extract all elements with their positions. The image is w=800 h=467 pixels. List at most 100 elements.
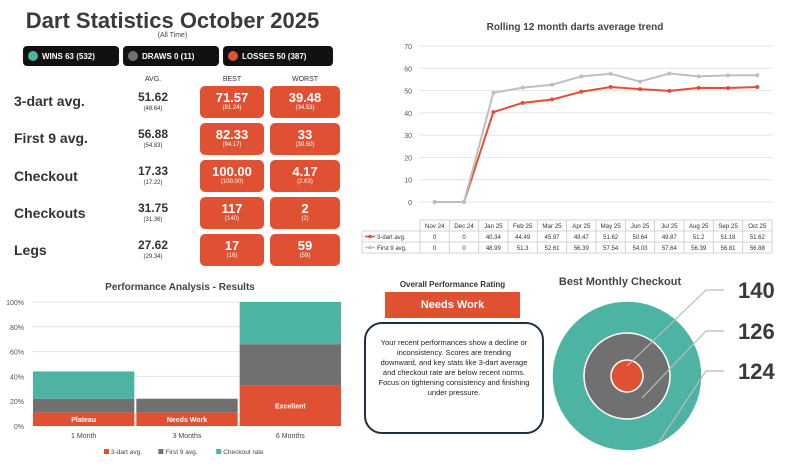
data-label: 51.18 bbox=[720, 235, 736, 241]
target-ring-124 bbox=[610, 359, 644, 393]
worst-value: 39.48 bbox=[288, 90, 322, 105]
col-worst-header: WORST bbox=[291, 76, 319, 83]
y-tick-label: 20 bbox=[404, 155, 412, 162]
data-point bbox=[755, 73, 760, 78]
avg-checkouts: 31.75 bbox=[137, 201, 169, 215]
y-tick-label: 0% bbox=[14, 424, 24, 431]
worst-sub: (2) bbox=[301, 216, 309, 222]
losses-label: LOSSES 50 (387) bbox=[242, 51, 307, 61]
x-category-label: Apr 25 bbox=[572, 223, 591, 230]
bar-segment bbox=[136, 398, 238, 413]
data-point bbox=[608, 71, 613, 76]
best-tile-3dart: 71.57 (81.24) bbox=[200, 86, 264, 118]
y-tick-label: 0 bbox=[408, 200, 412, 207]
checkout-value: 124 bbox=[738, 359, 775, 384]
avg-3dart: 51.62 bbox=[137, 90, 169, 104]
legend-swatch bbox=[104, 449, 109, 454]
bar-segment bbox=[33, 398, 135, 413]
data-point bbox=[667, 71, 672, 76]
bar-segment bbox=[136, 412, 238, 426]
y-tick-label: 80% bbox=[10, 325, 24, 332]
col-avg-header: AVG. bbox=[144, 76, 162, 83]
worst-tile-checkouts: 2 (2) bbox=[270, 197, 340, 229]
avg-sub-checkout: (17.22) bbox=[143, 180, 163, 186]
x-category-label: Aug 25 bbox=[689, 223, 709, 230]
y-tick-label: 20% bbox=[10, 399, 24, 406]
bar-label: Needs Work bbox=[167, 417, 207, 424]
y-tick-label: 60% bbox=[10, 350, 24, 357]
worst-sub: (34.53) bbox=[295, 105, 315, 111]
bar-label: Excellent bbox=[275, 404, 306, 411]
checkout-value: 140 bbox=[738, 278, 775, 303]
avg-sub-checkouts: (31.36) bbox=[143, 217, 163, 223]
x-category-label: Feb 25 bbox=[513, 223, 533, 230]
data-point bbox=[726, 73, 730, 78]
best-sub: (94.17) bbox=[222, 142, 242, 148]
data-label: 48.99 bbox=[486, 246, 502, 252]
y-tick-label: 40 bbox=[404, 111, 412, 118]
data-label: 54.03 bbox=[632, 246, 648, 252]
data-label: 51.2 bbox=[693, 235, 705, 241]
bar-segment bbox=[239, 302, 341, 345]
bar-segment bbox=[239, 385, 341, 426]
best-value: 82.33 bbox=[215, 127, 249, 142]
x-category-label: Dec 24 bbox=[454, 223, 474, 230]
best-tile-legs: 17 (16) bbox=[200, 234, 264, 266]
checkout-target-chart: 140 126 124 bbox=[551, 278, 775, 452]
data-label: 0 bbox=[433, 235, 437, 241]
rating-label: Overall Performance Rating bbox=[399, 280, 506, 289]
data-label: 57.54 bbox=[603, 246, 619, 252]
data-label: 0 bbox=[462, 246, 466, 252]
col-best-header: BEST bbox=[222, 76, 242, 83]
line-chart-title: Rolling 12 month darts average trend bbox=[486, 22, 664, 33]
y-tick-label: 30 bbox=[404, 133, 412, 140]
data-point bbox=[579, 89, 584, 94]
best-tile-checkout: 100.00 (100.00) bbox=[200, 160, 264, 192]
wins-badge: WINS 63 (532) bbox=[23, 46, 119, 66]
losses-badge: LOSSES 50 (387) bbox=[223, 46, 333, 66]
legend-swatch bbox=[158, 449, 164, 454]
data-label: 49.87 bbox=[662, 235, 678, 241]
wins-dot-icon bbox=[28, 51, 38, 61]
x-category-label: Jun 25 bbox=[631, 223, 650, 230]
checkout-value: 126 bbox=[738, 319, 775, 344]
avg-sub-legs: (29.34) bbox=[143, 254, 163, 260]
leader-line bbox=[658, 370, 724, 443]
y-tick-label: 50 bbox=[404, 89, 412, 96]
data-point bbox=[520, 85, 525, 90]
data-point bbox=[638, 87, 642, 92]
data-point bbox=[491, 90, 496, 95]
rating-description: Your recent performances show a decline … bbox=[364, 322, 544, 434]
bar-label: Plateau bbox=[71, 417, 96, 424]
data-point bbox=[579, 74, 584, 79]
best-tile-first9: 82.33 (94.17) bbox=[200, 123, 264, 155]
worst-sub: (59) bbox=[299, 253, 311, 259]
leader-line bbox=[641, 330, 724, 399]
line-chart: 0 10 20 30 40 50 60 70 Nov 24 Dec 24 Jan 25 Feb 25 M… bbox=[361, 44, 773, 254]
data-point bbox=[550, 82, 554, 87]
data-point bbox=[638, 79, 642, 84]
best-sub: (100.00) bbox=[220, 179, 244, 185]
bar-chart: 0% 20% 40% 60% 80% 100% Plateau 1 Month Needs Wo… bbox=[6, 300, 342, 456]
data-label: 57.64 bbox=[662, 246, 678, 252]
data-label: 51.3 bbox=[517, 246, 529, 252]
x-category-label: Mar 25 bbox=[542, 223, 562, 230]
worst-sub: (2.63) bbox=[297, 179, 313, 185]
y-tick-label: 10 bbox=[404, 178, 412, 185]
bar-chart-title: Performance Analysis - Results bbox=[105, 282, 255, 293]
page-title: Dart Statistics October 2025 bbox=[25, 8, 320, 33]
draws-label: DRAWS 0 (11) bbox=[142, 51, 195, 61]
wins-label: WINS 63 (532) bbox=[42, 51, 95, 61]
data-label: 51.62 bbox=[750, 235, 766, 241]
draws-badge: DRAWS 0 (11) bbox=[123, 46, 219, 66]
best-sub: (16) bbox=[226, 253, 238, 259]
data-label: 56.81 bbox=[720, 246, 736, 252]
worst-tile-legs: 59 (59) bbox=[270, 234, 340, 266]
legend-label: 3-dart avg. bbox=[111, 449, 142, 456]
data-label: 56.39 bbox=[691, 246, 707, 252]
bar-segment bbox=[33, 371, 135, 399]
y-tick-label: 60 bbox=[404, 66, 412, 73]
best-tile-checkouts: 117 (140) bbox=[200, 197, 264, 229]
data-label: 0 bbox=[433, 246, 437, 252]
y-tick-label: 70 bbox=[404, 44, 412, 51]
